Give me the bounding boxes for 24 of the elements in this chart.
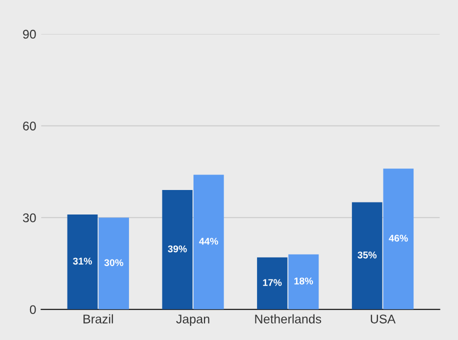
- y-tick-label: 30: [22, 213, 36, 222]
- data-label: 30%: [104, 259, 124, 266]
- data-label: 44%: [199, 238, 218, 245]
- x-tick-label: USA: [370, 314, 396, 324]
- data-label: 39%: [168, 245, 187, 252]
- x-tick-label: Japan: [176, 314, 210, 326]
- y-tick-label: 60: [23, 122, 36, 130]
- x-tick-label: Netherlands: [255, 314, 322, 324]
- data-label: 46%: [388, 234, 408, 242]
- data-label: 31%: [72, 258, 92, 265]
- bar: [162, 190, 193, 310]
- x-tick-label: Brazil: [84, 314, 113, 324]
- bar: [257, 257, 288, 310]
- bar: [193, 174, 224, 310]
- data-label: 17%: [263, 279, 282, 286]
- bar: [67, 214, 98, 310]
- y-tick-label: 90: [23, 30, 36, 39]
- bar: [98, 218, 129, 310]
- y-tick-label: 0: [30, 305, 36, 314]
- data-label: 18%: [294, 278, 314, 284]
- data-label: 35%: [358, 252, 377, 258]
- bar: [288, 254, 319, 310]
- bar: [383, 168, 414, 310]
- bar: [352, 202, 382, 310]
